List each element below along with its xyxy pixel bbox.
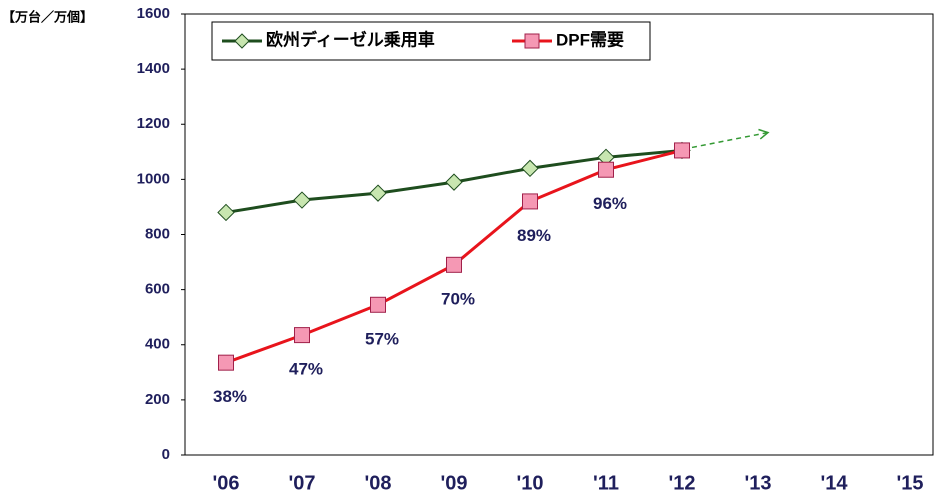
- x-tick-label: '07: [288, 472, 315, 494]
- x-tick-label: '06: [212, 472, 239, 494]
- annotation: 89%: [517, 226, 551, 245]
- projection-arrow-head: [758, 128, 770, 140]
- x-tick-label: '10: [516, 472, 543, 494]
- legend-marker: [234, 33, 250, 49]
- legend-marker: [524, 33, 540, 49]
- x-tick-label: '12: [668, 472, 695, 494]
- plot-frame: [184, 13, 934, 456]
- point: [522, 193, 538, 210]
- annotation: 70%: [441, 289, 475, 308]
- y-tick-label: 200: [145, 391, 170, 408]
- y-tick-label: 800: [145, 225, 170, 242]
- x-tick-label: '08: [364, 472, 391, 494]
- annotation: 38%: [213, 387, 247, 406]
- y-tick-label: 1400: [137, 60, 170, 77]
- point: [521, 159, 539, 178]
- point: [218, 354, 234, 371]
- legend-box: [211, 21, 651, 61]
- y-tick-label: 1000: [137, 170, 170, 187]
- y-tick-label: 1600: [137, 5, 170, 22]
- legend-label: DPF需要: [556, 30, 624, 49]
- point: [445, 173, 463, 191]
- x-tick-label: '15: [896, 472, 923, 494]
- y-tick-label: 1200: [137, 115, 170, 132]
- x-tick-label: '09: [440, 472, 467, 494]
- point: [446, 256, 462, 273]
- projection-arrow: [691, 131, 769, 149]
- point: [598, 161, 614, 178]
- y-tick-label: 600: [145, 281, 170, 298]
- annotation: 96%: [593, 194, 627, 213]
- y-tick-label: 400: [145, 336, 170, 353]
- point: [294, 327, 310, 344]
- point: [370, 296, 386, 313]
- y-axis-label: 【万台／万個】: [2, 9, 93, 24]
- annotation: 47%: [289, 360, 323, 379]
- point: [293, 191, 311, 209]
- x-tick-label: '14: [820, 472, 848, 494]
- point: [674, 142, 690, 159]
- annotation: 57%: [365, 329, 399, 348]
- legend-label: 欧州ディーゼル乗用車: [266, 29, 435, 49]
- point: [217, 203, 235, 222]
- y-tick-label: 0: [162, 446, 170, 463]
- x-tick-label: '11: [593, 472, 619, 494]
- point: [369, 184, 387, 202]
- x-tick-label: '13: [744, 472, 771, 494]
